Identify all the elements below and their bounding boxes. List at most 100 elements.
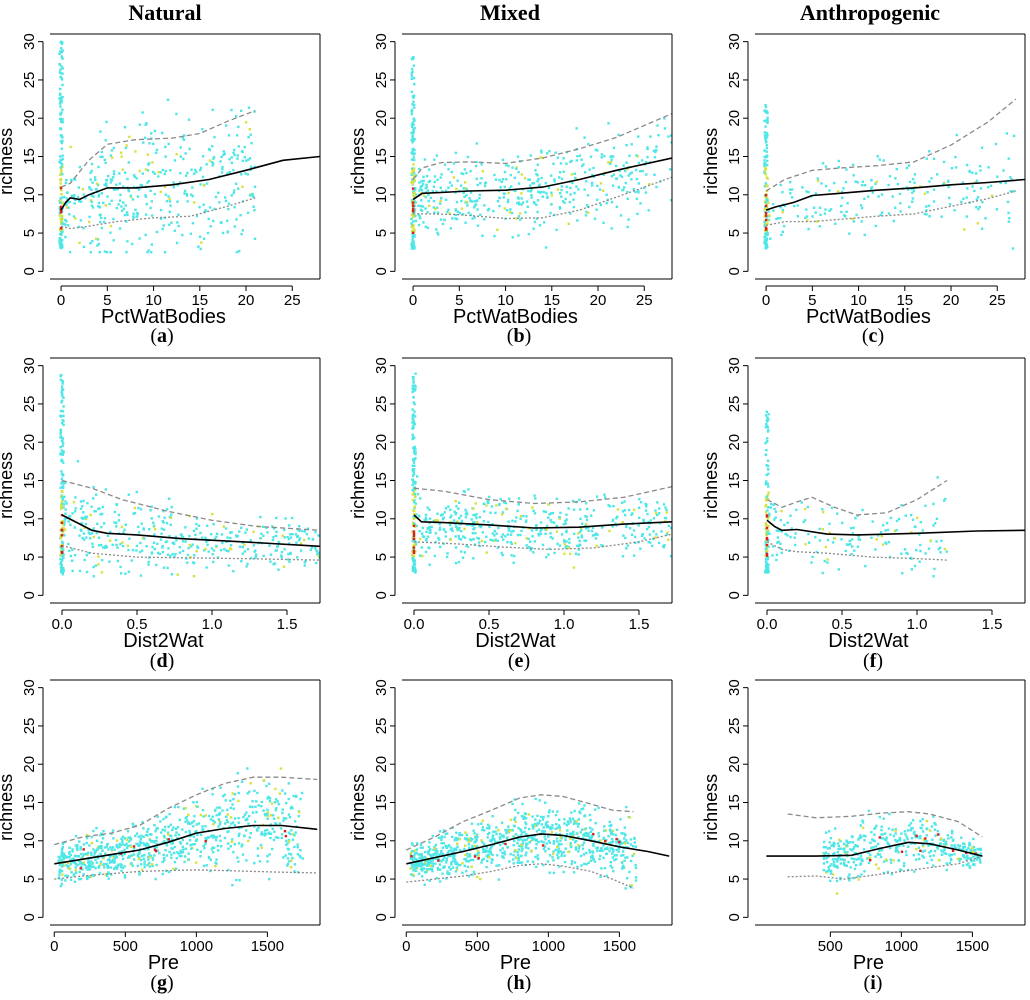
scatter-point: [849, 527, 853, 530]
scatter-point: [556, 853, 559, 857]
scatter-point: [59, 222, 63, 225]
scatter-point: [69, 554, 72, 558]
scatter-point: [493, 534, 496, 537]
scatter-point: [413, 492, 416, 496]
scatter-point: [250, 557, 253, 560]
scatter-point: [446, 851, 450, 855]
scatter-point: [603, 825, 606, 828]
scatter-point: [468, 197, 471, 200]
scatter-point: [586, 194, 590, 197]
scatter-point: [534, 822, 537, 826]
scatter-point: [77, 878, 81, 881]
scatter-point: [150, 200, 153, 203]
scatter-point: [605, 874, 609, 877]
scatter-point: [532, 509, 535, 512]
scatter-point: [61, 856, 65, 859]
scatter-point: [61, 387, 64, 391]
scatter-point: [173, 845, 176, 849]
scatter-point: [467, 211, 470, 214]
scatter-point: [59, 553, 62, 557]
scatter-point: [493, 234, 496, 238]
scatter-point: [474, 514, 477, 517]
scatter-point: [215, 544, 218, 548]
scatter-point: [439, 545, 442, 549]
scatter-point: [449, 516, 452, 519]
scatter-point: [413, 423, 416, 426]
scatter-point: [438, 522, 441, 526]
scatter-point: [807, 541, 811, 544]
scatter-point: [472, 537, 475, 541]
scatter-point: [765, 120, 768, 124]
scatter-point: [271, 538, 275, 542]
scatter-point: [140, 522, 143, 525]
scatter-point: [299, 797, 302, 801]
scatter-point: [95, 493, 98, 496]
scatter-point: [908, 205, 911, 209]
scatter-point: [240, 526, 243, 529]
scatter-point: [446, 870, 449, 873]
scatter-point: [896, 182, 899, 186]
scatter-point: [161, 550, 165, 554]
scatter-point: [536, 814, 539, 817]
scatter-point: [648, 183, 651, 186]
scatter-point: [176, 836, 179, 840]
scatter-point: [190, 847, 193, 850]
scatter-point: [419, 187, 422, 190]
scatter-point: [128, 855, 131, 858]
scatter-point: [465, 544, 468, 548]
scatter-point: [656, 124, 659, 127]
scatter-point: [473, 200, 477, 203]
scatter-point: [467, 488, 470, 491]
scatter-point: [575, 159, 578, 162]
scatter-point: [192, 825, 195, 828]
scatter-point: [594, 532, 598, 535]
scatter-point: [92, 527, 95, 530]
scatter-point: [139, 838, 143, 841]
scatter-point: [763, 224, 766, 228]
scatter-point: [79, 877, 83, 881]
scatter-point: [144, 168, 148, 171]
scatter-point: [625, 144, 628, 147]
scatter-point: [269, 553, 273, 556]
scatter-point: [59, 178, 62, 182]
scatter-point: [646, 527, 649, 531]
scatter-point: [118, 845, 121, 849]
scatter-point: [263, 813, 267, 816]
scatter-point: [114, 856, 117, 860]
scatter-point: [919, 521, 922, 524]
scatter-point: [472, 557, 475, 560]
scatter-point: [147, 560, 150, 564]
scatter-point: [765, 146, 769, 150]
scatter-point: [245, 159, 248, 162]
scatter-point: [475, 853, 478, 857]
scatter-point: [444, 507, 448, 510]
scatter-point: [551, 856, 554, 859]
scatter-point: [487, 853, 490, 856]
scatter-point: [436, 866, 439, 870]
scatter-point: [185, 194, 189, 197]
scatter-point: [552, 842, 555, 845]
scatter-point: [101, 155, 104, 158]
scatter-point: [227, 202, 231, 205]
scatter-point: [1010, 178, 1013, 181]
scatter-point: [495, 504, 498, 507]
scatter-point: [610, 227, 613, 230]
scatter-point: [454, 836, 457, 840]
scatter-point: [623, 509, 626, 512]
scatter-point: [504, 507, 508, 510]
scatter-point: [765, 534, 768, 537]
scatter-point: [104, 204, 108, 207]
scatter-point: [456, 526, 459, 529]
scatter-point: [602, 837, 605, 841]
scatter-point: [549, 211, 552, 215]
data-layer-h: [406, 794, 670, 890]
scatter-point: [189, 844, 192, 847]
scatter-point: [1007, 220, 1010, 223]
scatter-point: [463, 864, 466, 868]
scatter-point: [132, 847, 136, 850]
scatter-point: [525, 838, 528, 841]
scatter-point: [74, 844, 77, 847]
scatter-point: [828, 209, 831, 212]
scatter-point: [60, 440, 64, 443]
